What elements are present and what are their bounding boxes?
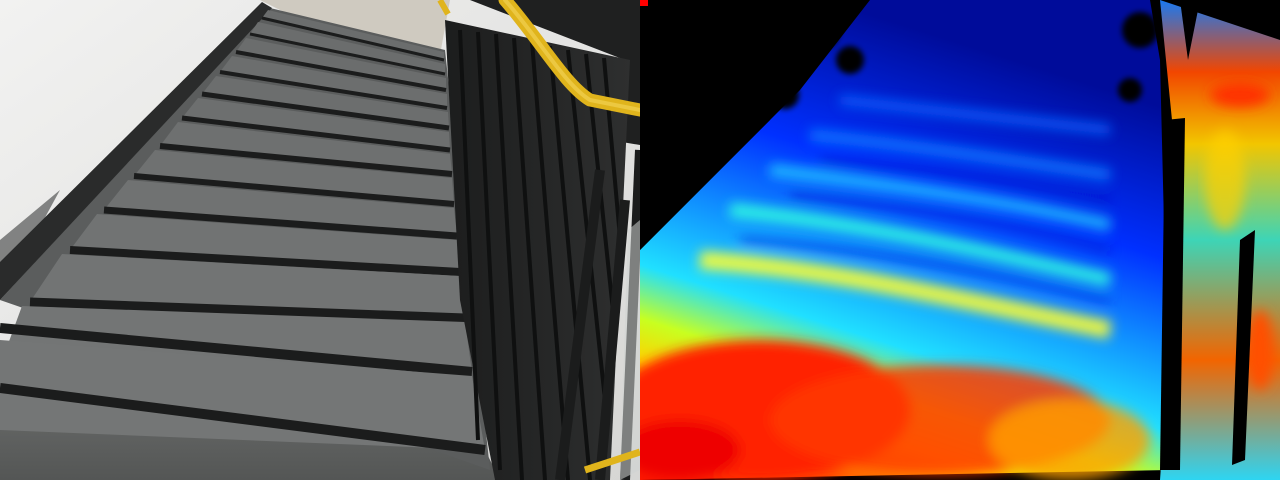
left-stringer [0, 2, 272, 300]
depth-railing-gaps [1160, 0, 1255, 470]
steps [0, 10, 486, 455]
handrail-bracket [437, 0, 451, 16]
depth-map-panel [640, 0, 1280, 480]
depth-near-zone [640, 340, 1150, 480]
depth-step-bands [699, 95, 1112, 339]
rgb-photo-panel [0, 0, 640, 480]
depth-heatmap [640, 0, 1280, 480]
railing-top [445, 0, 640, 145]
handrail-lower [583, 448, 640, 474]
depth-railing-highlights [1205, 83, 1274, 390]
depth-artifact [640, 0, 648, 6]
wall-shadow [0, 190, 60, 300]
railing-panel [445, 20, 630, 480]
staircase-photo [0, 0, 640, 480]
window-gap [620, 220, 640, 480]
depth-void-left [640, 0, 840, 250]
depth-void-edge [771, 10, 1158, 109]
